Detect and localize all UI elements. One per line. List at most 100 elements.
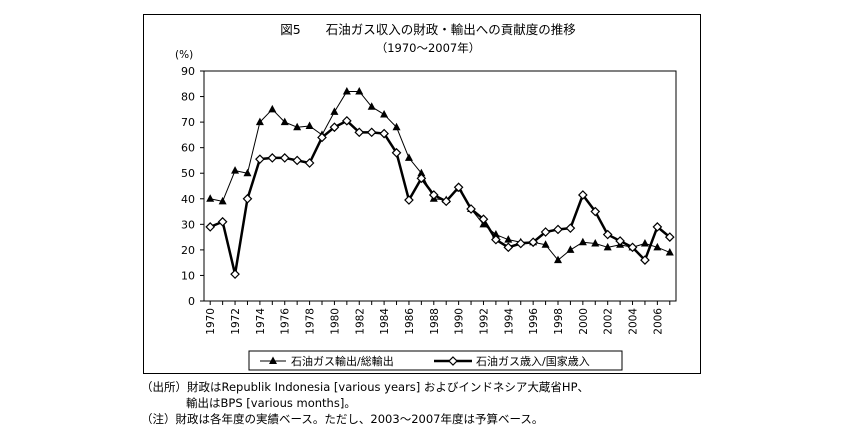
data-point-revenue [391,147,402,158]
plot-area: 0 10 20 30 40 50 60 70 80 90 1970 1972 1974 1976 1978 1… [181,65,677,335]
data-point-revenue [292,155,303,166]
data-point-revenue [317,132,327,143]
x-tick-label: 2000 [578,308,590,335]
data-point-revenue [577,190,588,200]
data-point-revenue [404,195,414,205]
x-tick-label: 2004 [628,308,640,335]
x-tick-label: 1982 [354,308,366,335]
x-tick-label: 1978 [305,308,317,335]
data-point-exports [330,107,339,115]
source-note-continued: 輸出はBPS [various months]。 [186,396,356,410]
data-point-exports [653,242,662,251]
data-point-revenue [279,153,290,163]
data-point-revenue [627,242,638,253]
chart-subtitle: （1970～2007年） [376,41,481,55]
data-point-exports [218,196,227,205]
source-note: （出所）財政はRepublik Indonesia [various years… [141,380,590,394]
data-point-exports [380,109,389,118]
y-tick-label: 30 [181,218,195,231]
data-point-revenue [304,158,315,168]
data-point-exports [541,240,550,248]
data-point-revenue [366,127,377,138]
y-tick-label: 10 [181,269,195,282]
x-tick-label: 1972 [230,308,242,335]
x-tick-label: 1970 [205,308,217,335]
data-point-revenue [341,115,352,126]
data-point-revenue [540,227,551,237]
data-point-revenue [528,237,539,248]
data-point-revenue [503,242,514,253]
data-point-exports [367,102,376,110]
x-tick-label: 1976 [280,308,292,335]
y-axis-unit-label: (%) [175,49,193,61]
plot-border [203,70,677,302]
footnote: （注）財政は各年度の実績ベース。ただし、2003～2007年度は予算ベース。 [141,412,544,426]
data-point-exports [404,153,413,161]
legend-label-revenue: 石油ガス歳入/国家歳入 [476,354,590,368]
x-tick-label: 1998 [553,308,565,335]
data-point-revenue [354,127,365,138]
data-point-revenue [441,196,452,207]
series-line-exports [210,90,670,261]
legend: 石油ガス輸出/総輸出 石油ガス歳入/国家歳入 [248,350,623,371]
data-point-exports [293,122,302,131]
y-tick-label: 70 [181,116,195,129]
data-point-exports [231,166,240,174]
data-point-revenue [590,206,601,217]
y-tick-label: 60 [181,142,195,155]
x-tick-label: 1980 [329,308,341,335]
data-point-revenue [242,193,253,204]
y-tick-label: 90 [181,65,195,78]
data-point-revenue [615,236,625,246]
data-point-exports [305,121,314,129]
data-point-exports [255,117,264,126]
legend-marker-revenue [448,356,458,366]
chart-frame [143,14,701,374]
chart: 図5 石油ガス収入の財政・輸出への貢献度の推移 （1970～2007年） (%)… [175,22,677,371]
data-point-revenue [602,229,613,240]
x-tick-label: 1974 [255,308,267,335]
chart-title: 図5 石油ガス収入の財政・輸出への貢献度の推移 [280,22,575,37]
data-point-exports [665,247,674,256]
data-point-exports [417,168,426,177]
data-point-revenue [565,223,576,234]
data-point-exports [578,237,587,246]
data-point-revenue [255,154,265,165]
data-point-exports [268,104,277,113]
data-point-exports [640,239,649,247]
data-point-revenue [640,255,650,265]
data-point-revenue [652,222,663,232]
data-point-revenue [329,122,340,133]
x-tick-label: 2002 [603,308,615,335]
data-point-revenue [416,173,427,184]
y-tick-label: 80 [181,91,195,104]
data-point-exports [280,117,289,126]
data-point-revenue [553,224,563,235]
data-point-exports [554,255,562,264]
y-tick-label: 40 [181,193,195,206]
x-tick-label: 2006 [652,308,664,335]
data-point-exports [342,86,351,95]
x-tick-label: 1988 [429,308,441,335]
y-tick-label: 20 [181,244,195,257]
data-point-revenue [379,128,389,139]
x-tick-label: 1994 [503,308,515,335]
x-tick-label: 1984 [379,308,391,335]
data-point-exports [392,122,401,131]
data-point-exports [243,168,252,177]
data-point-exports [566,245,575,253]
data-point-exports [504,235,513,243]
data-point-exports [206,194,215,202]
legend-marker-exports [269,356,277,364]
data-point-exports [591,239,600,247]
x-tick-label: 1990 [454,308,466,335]
data-point-revenue [428,190,439,200]
data-point-revenue [230,269,240,280]
x-tick-label: 1992 [478,308,490,335]
data-point-revenue [664,232,675,242]
data-point-revenue [267,153,278,163]
data-point-revenue [515,238,526,249]
data-point-revenue [453,182,464,193]
x-tick-label: 1996 [528,308,540,335]
x-tick-label: 1986 [404,308,416,335]
